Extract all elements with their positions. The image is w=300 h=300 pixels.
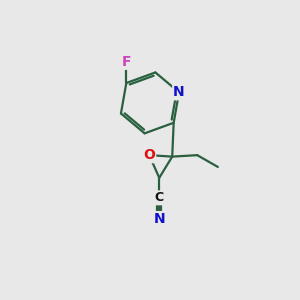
Text: O: O [143, 148, 155, 162]
Text: N: N [173, 85, 185, 99]
Text: F: F [122, 55, 131, 69]
Text: C: C [155, 191, 164, 204]
Text: N: N [153, 212, 165, 226]
